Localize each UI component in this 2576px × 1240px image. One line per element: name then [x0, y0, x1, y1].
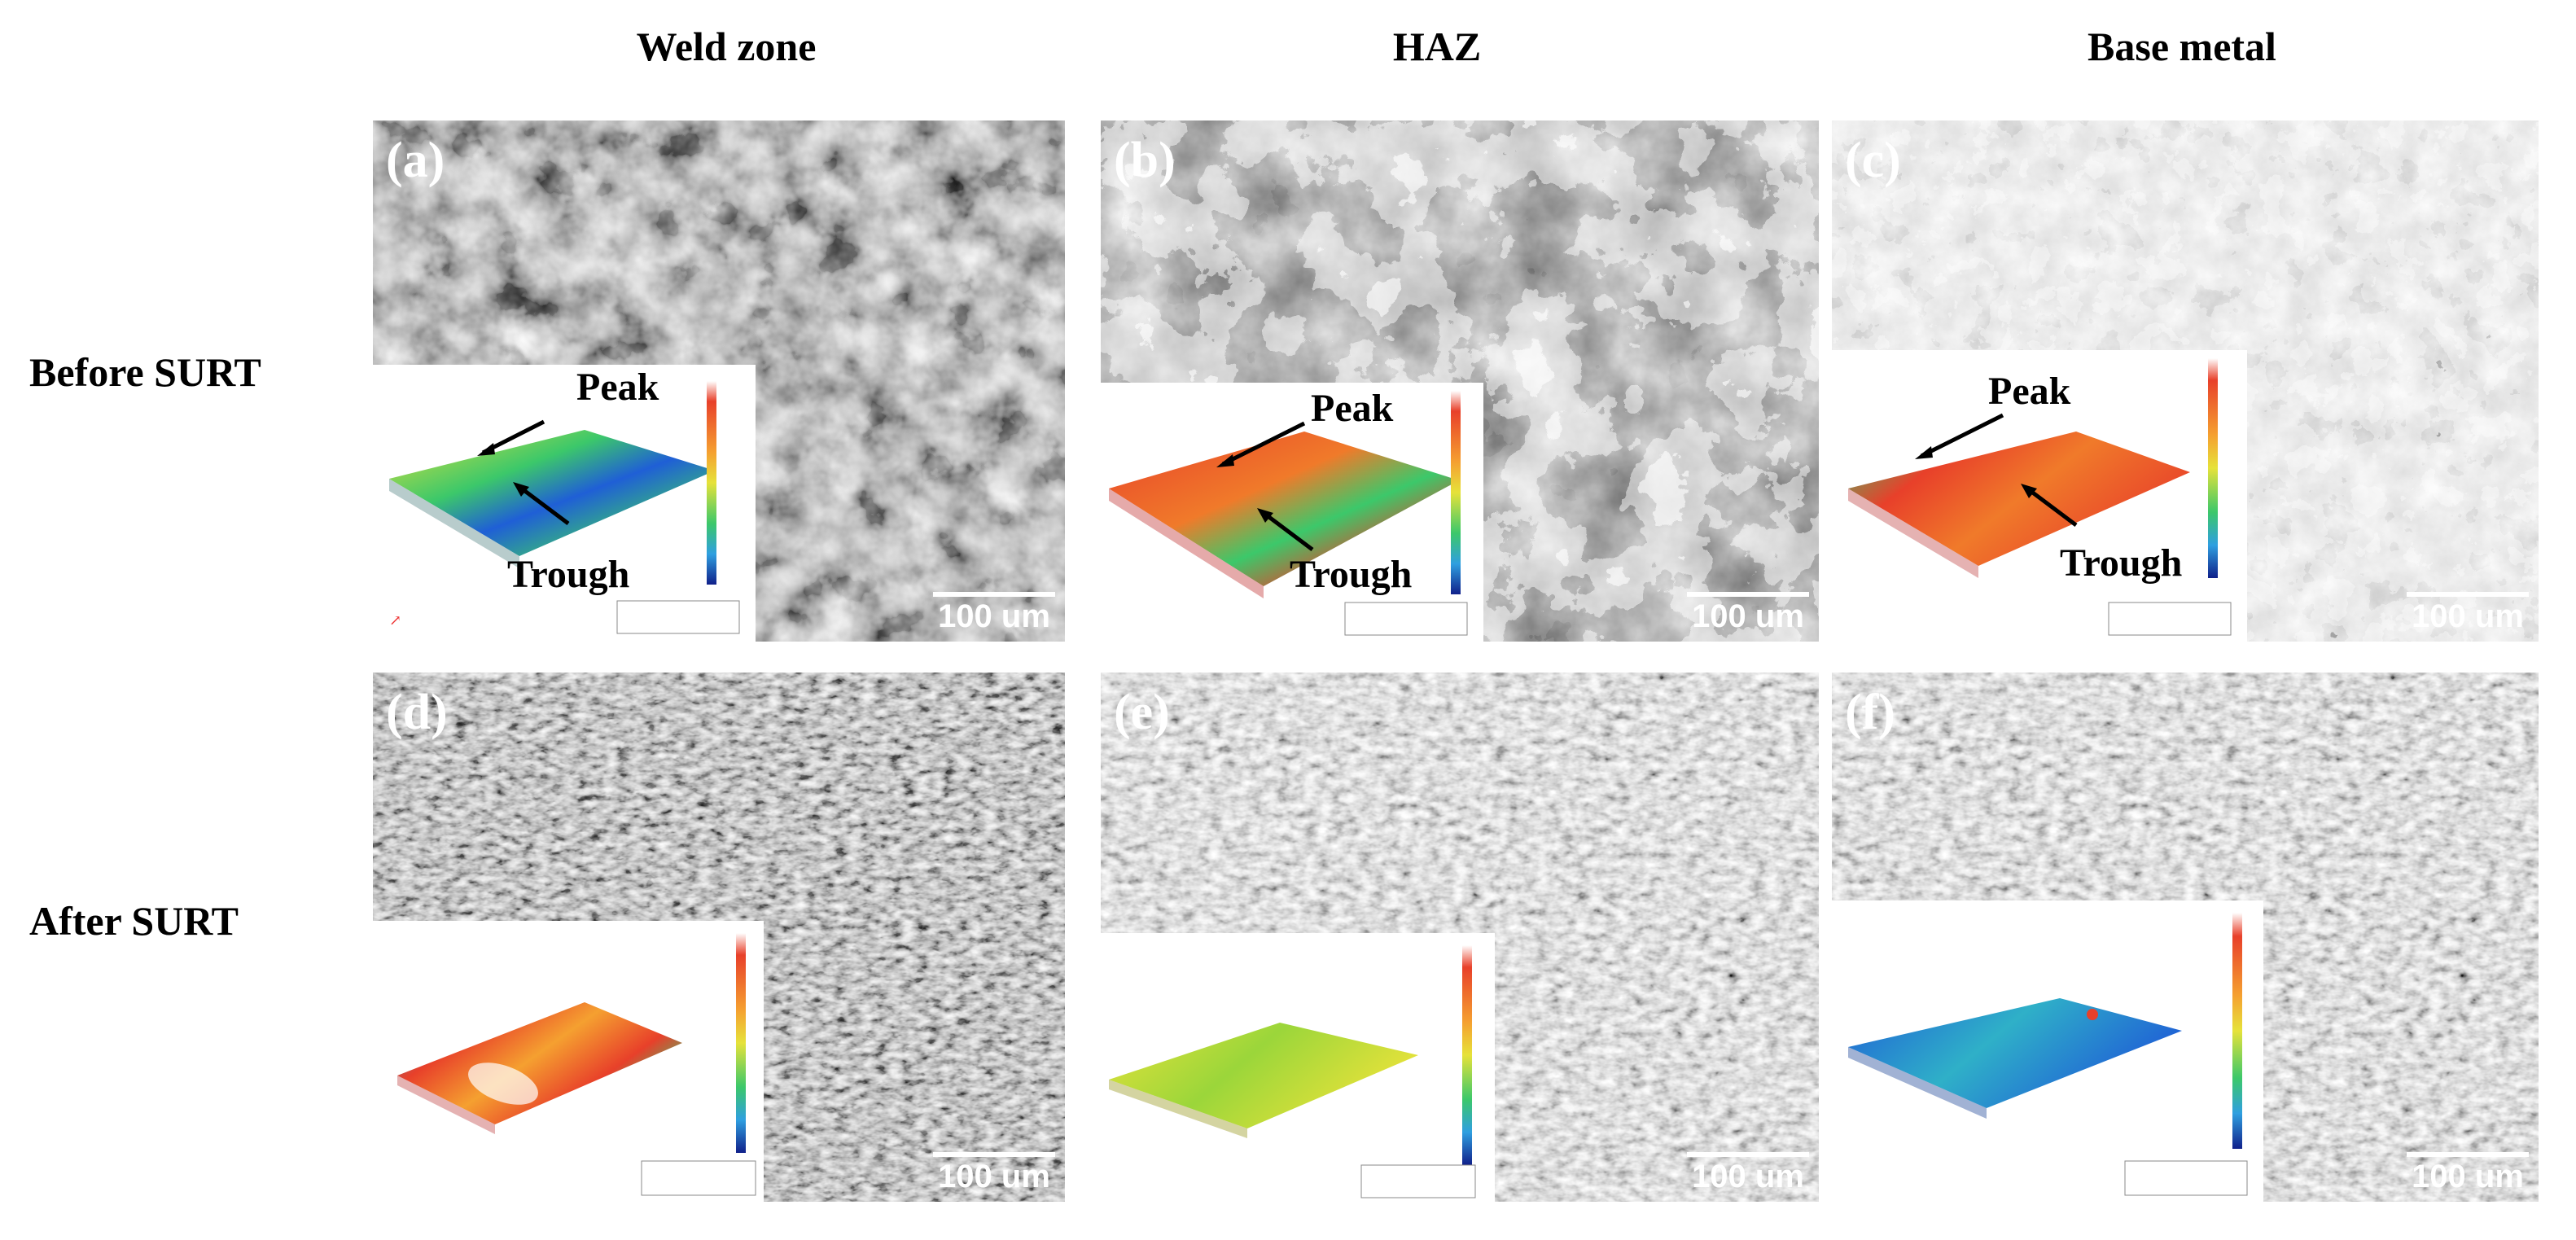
- surface-inset-e: [1101, 933, 1495, 1202]
- surface-inset-b: [1101, 383, 1483, 642]
- panel-label: (f): [1845, 685, 1895, 740]
- row-header-after-surt: After SURT: [29, 898, 239, 944]
- column-header-weld-zone: Weld zone: [636, 24, 817, 69]
- surface-plot-f: [1848, 913, 2248, 1196]
- scale-bar-c: 100 um: [2407, 592, 2529, 635]
- surface-inset-f: [1832, 900, 2263, 1202]
- panel-d-weld-after: (d) 100 um: [373, 673, 1065, 1202]
- surface-inset-a: ↗: [373, 365, 756, 642]
- scale-bar-f: 100 um: [2407, 1152, 2529, 1195]
- panel-a-weld-before: (a) ↗ Peak Trough 100 um: [373, 120, 1065, 642]
- peak-label-a: Peak: [576, 366, 659, 409]
- surface-plot-a: ↗: [389, 381, 740, 634]
- surface-plot-c: [1848, 358, 2232, 636]
- trough-label-b: Trough: [1290, 553, 1413, 596]
- panel-f-base-after: (f) 100 um: [1832, 673, 2539, 1202]
- surface-inset-c: [1832, 350, 2247, 642]
- scale-bar-a: 100 um: [933, 592, 1055, 635]
- scale-bar-d: 100 um: [933, 1152, 1055, 1195]
- panel-b-haz-before: (b) Peak Trough 100 um: [1101, 120, 1819, 642]
- trough-label-a: Trough: [507, 553, 630, 596]
- peak-label-c: Peak: [1988, 370, 2071, 413]
- column-header-base-metal: Base metal: [2088, 24, 2276, 69]
- surface-plot-e: [1109, 945, 1476, 1198]
- panel-label: (e): [1114, 685, 1170, 740]
- panel-e-haz-after: (e) 100 um: [1101, 673, 1819, 1202]
- scale-bar-b: 100 um: [1687, 592, 1809, 635]
- row-header-before-surt: Before SURT: [29, 349, 261, 395]
- panel-label: (b): [1114, 133, 1176, 188]
- surface-plot-d: [397, 933, 756, 1196]
- svg-text:↗: ↗: [389, 612, 401, 629]
- panel-c-base-before: (c) Peak Trough 100 um: [1832, 120, 2539, 642]
- peak-label-b: Peak: [1311, 387, 1394, 430]
- scale-bar-e: 100 um: [1687, 1152, 1809, 1195]
- surface-inset-d: [373, 921, 764, 1202]
- panel-label: (a): [386, 133, 445, 188]
- panel-label: (c): [1845, 133, 1901, 188]
- column-header-haz: HAZ: [1392, 24, 1482, 69]
- trough-label-c: Trough: [2060, 541, 2183, 585]
- panel-label: (d): [386, 685, 448, 740]
- surface-plot-b: [1109, 391, 1468, 636]
